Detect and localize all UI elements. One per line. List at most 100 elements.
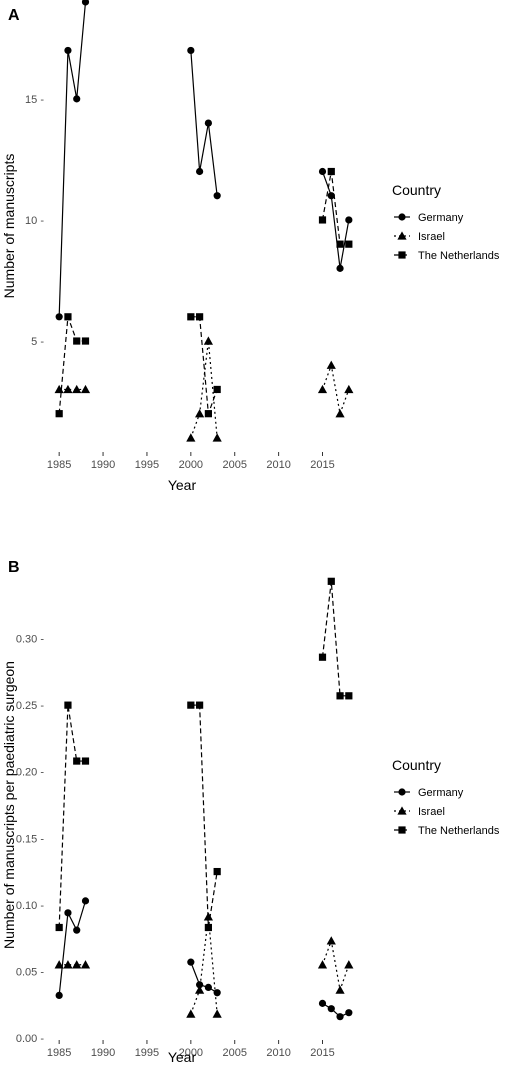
series-line [58, 316, 86, 414]
x-tick-label: 2015 [310, 459, 334, 471]
data-point [317, 960, 328, 969]
data-point [326, 936, 336, 945]
data-point [55, 410, 63, 418]
data-point [187, 46, 195, 55]
data-point [72, 960, 82, 969]
data-point [318, 167, 327, 176]
panel-label: A [8, 7, 20, 24]
data-point [64, 46, 72, 55]
legend-key-circle-icon [398, 213, 406, 221]
x-tick-label: 1995 [135, 1047, 159, 1059]
series-israel [54, 912, 354, 1018]
data-point [80, 960, 91, 969]
x-tick-label: 2005 [222, 1047, 246, 1059]
legend: Country Germany Israel The Netherlands [392, 757, 500, 837]
data-point [64, 313, 72, 321]
data-point [81, 0, 90, 6]
data-point [335, 409, 345, 418]
legend: Country Germany Israel The Netherlands [392, 182, 500, 262]
data-point [187, 313, 195, 321]
data-point [196, 981, 204, 989]
data-point [196, 701, 204, 709]
y-tick-label: 0.05 - [16, 966, 44, 978]
series-line [190, 50, 218, 196]
data-point [73, 926, 81, 934]
data-point [54, 384, 64, 394]
x-axis-title: Year [168, 1049, 197, 1065]
data-point [327, 167, 335, 176]
legend-title: Country [392, 182, 441, 198]
x-tick-label: 2000 [179, 1047, 203, 1059]
data-point [318, 999, 327, 1007]
series-line [190, 316, 218, 414]
y-tick-label: 10 - [25, 215, 44, 227]
series-the-netherlands [55, 577, 353, 932]
y-tick-label: 0.15 - [16, 833, 44, 845]
x-axis-title: Year [168, 477, 197, 493]
series-line [321, 362, 350, 416]
data-point [81, 757, 90, 765]
data-point [54, 960, 64, 969]
y-axis-title: Number of manuscripts per paediatric sur… [1, 661, 17, 949]
data-point [336, 240, 344, 248]
data-point [196, 167, 204, 176]
data-point [213, 989, 221, 997]
x-tick-label: 1985 [47, 1047, 71, 1059]
data-point [345, 1009, 353, 1017]
data-point [336, 692, 344, 700]
legend-title: Country [392, 757, 441, 773]
data-point [204, 119, 212, 127]
data-point [336, 1013, 344, 1021]
data-point [81, 897, 90, 905]
data-point [195, 409, 205, 418]
series-the-netherlands [55, 167, 353, 418]
data-point [345, 216, 353, 224]
x-tick-label: 2010 [266, 459, 290, 471]
data-point [344, 960, 354, 969]
series-germany [55, 0, 353, 321]
y-tick-label: 0.00 - [16, 1033, 44, 1045]
data-point [73, 337, 81, 345]
series-line [321, 581, 349, 697]
data-point [213, 192, 221, 200]
data-point [187, 958, 195, 966]
data-point [345, 240, 353, 248]
panel-b: B 0.00 - 0.05 - 0.10 - 0.15 - 0.20 - 0.25 - 0.3… [1, 559, 500, 1065]
data-point [63, 960, 73, 969]
data-point [81, 337, 90, 345]
data-point [326, 360, 336, 369]
data-point [213, 867, 221, 876]
data-point [204, 983, 212, 992]
y-axis-title: Number of manuscripts [1, 154, 17, 299]
data-point [64, 909, 72, 917]
series-line [321, 171, 350, 269]
legend-key-circle-icon [398, 788, 406, 796]
series-line [58, 705, 86, 928]
series-germany [55, 897, 353, 1021]
y-tick-label: 15 - [25, 94, 44, 106]
series-line [190, 961, 218, 994]
y-tick-label: 0.30 - [16, 634, 44, 646]
x-tick-label: 2000 [179, 459, 203, 471]
data-point [203, 336, 213, 345]
y-tick-label: 0.25 - [16, 700, 44, 712]
data-point [55, 923, 63, 932]
data-point [73, 95, 81, 103]
series-line [58, 900, 87, 996]
data-point [80, 384, 91, 394]
series-line [321, 938, 350, 993]
legend-key-triangle-icon [397, 806, 407, 815]
legend-entry-label: Germany [418, 212, 464, 224]
data-point [186, 1009, 196, 1018]
data-point [345, 692, 353, 700]
series-line [190, 704, 218, 928]
data-point [327, 192, 335, 200]
data-point [327, 577, 335, 585]
panel-label: B [8, 559, 20, 576]
data-point [336, 264, 344, 272]
legend-entry-label: Germany [418, 787, 464, 799]
data-point [212, 1009, 222, 1018]
data-point [72, 384, 82, 394]
legend-key-square-icon [398, 251, 406, 259]
